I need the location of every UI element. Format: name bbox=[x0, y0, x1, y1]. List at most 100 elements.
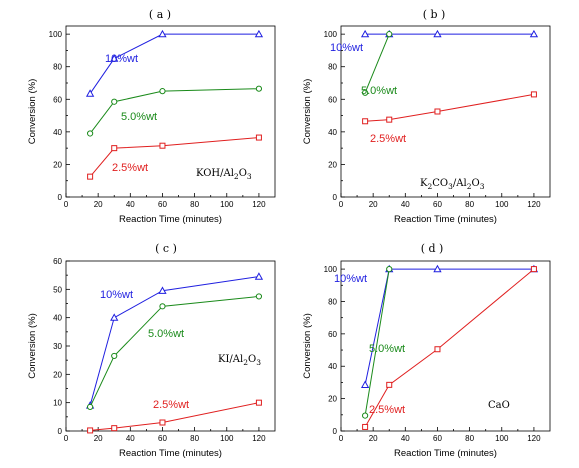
y-tick-label: 80 bbox=[328, 63, 337, 72]
y-tick-label: 0 bbox=[58, 193, 63, 202]
data-point bbox=[159, 142, 166, 149]
data-point bbox=[362, 423, 369, 430]
series-label: 10%wt bbox=[100, 289, 133, 301]
x-tick-label: 20 bbox=[94, 434, 103, 443]
series-label: 5.0%wt bbox=[369, 343, 405, 355]
y-tick-label: 40 bbox=[328, 362, 337, 371]
y-tick-label: 20 bbox=[328, 160, 337, 169]
y-tick-label: 80 bbox=[53, 63, 62, 72]
y-tick-label: 20 bbox=[53, 160, 62, 169]
data-point bbox=[434, 108, 441, 115]
data-point bbox=[87, 427, 94, 434]
y-tick-label: 80 bbox=[328, 297, 337, 306]
x-tick-label: 100 bbox=[220, 200, 234, 209]
series-line bbox=[364, 268, 534, 385]
data-point bbox=[111, 352, 118, 360]
y-tick-label: 50 bbox=[53, 285, 62, 294]
plot-frame bbox=[65, 25, 276, 198]
series-line bbox=[89, 88, 259, 134]
data-point bbox=[158, 29, 167, 38]
data-point bbox=[159, 419, 166, 426]
y-tick-label: 0 bbox=[333, 427, 338, 436]
y-tick-label: 40 bbox=[53, 314, 62, 323]
x-tick-label: 60 bbox=[158, 434, 167, 443]
y-tick-label: 60 bbox=[53, 257, 62, 266]
data-point bbox=[530, 266, 537, 273]
x-tick-label: 0 bbox=[64, 200, 69, 209]
x-axis-title: Reaction Time (minutes) bbox=[394, 448, 497, 459]
x-axis-title: Reaction Time (minutes) bbox=[119, 448, 222, 459]
data-point bbox=[159, 303, 166, 310]
x-tick-label: 80 bbox=[190, 200, 199, 209]
x-tick-label: 120 bbox=[527, 434, 541, 443]
data-point bbox=[255, 399, 262, 406]
x-tick-label: 40 bbox=[126, 200, 135, 209]
x-tick-label: 40 bbox=[401, 200, 410, 209]
chart-panel: ( d ) 0 20 40 60 80 100 120 0 20 40 60 80 100 Reaction… bbox=[302, 242, 551, 459]
y-tick-label: 10 bbox=[53, 399, 62, 408]
data-point bbox=[111, 98, 118, 105]
x-tick-label: 0 bbox=[339, 434, 344, 443]
series-label: 2.5%wt bbox=[153, 399, 189, 411]
series-line bbox=[364, 269, 390, 416]
series-label: 10%wt bbox=[334, 273, 367, 285]
y-tick-label: 40 bbox=[53, 128, 62, 137]
y-tick-label: 0 bbox=[333, 193, 338, 202]
y-tick-label: 20 bbox=[53, 370, 62, 379]
data-point bbox=[386, 116, 393, 123]
data-point bbox=[360, 29, 370, 38]
data-point bbox=[110, 54, 119, 62]
x-tick-label: 120 bbox=[252, 200, 266, 209]
series-label: 2.5%wt bbox=[369, 404, 405, 416]
y-axis-title: Conversion (%) bbox=[302, 313, 313, 378]
series-label: 5.0%wt bbox=[121, 111, 157, 123]
y-tick-label: 60 bbox=[53, 95, 62, 104]
data-point bbox=[111, 425, 118, 432]
series-label: 10%wt bbox=[105, 53, 138, 65]
y-tick-label: 100 bbox=[49, 30, 63, 39]
plot-frame bbox=[340, 25, 551, 198]
x-tick-label: 20 bbox=[369, 200, 378, 209]
data-point bbox=[110, 313, 119, 321]
x-tick-label: 100 bbox=[495, 434, 509, 443]
data-point bbox=[158, 286, 167, 294]
data-point bbox=[159, 88, 166, 95]
data-point bbox=[362, 118, 369, 125]
series-line bbox=[90, 402, 260, 431]
x-tick-label: 80 bbox=[465, 434, 474, 443]
x-axis-title: Reaction Time (minutes) bbox=[394, 214, 497, 225]
data-point bbox=[254, 29, 264, 38]
data-point bbox=[87, 130, 94, 137]
data-point bbox=[360, 380, 370, 388]
y-tick-label: 40 bbox=[328, 128, 337, 137]
y-tick-label: 60 bbox=[328, 95, 337, 104]
series-label: 2.5%wt bbox=[370, 133, 406, 145]
x-tick-label: 60 bbox=[433, 434, 442, 443]
data-point bbox=[362, 89, 369, 96]
y-axis-title: Conversion (%) bbox=[302, 79, 313, 144]
x-tick-label: 100 bbox=[495, 200, 509, 209]
data-point bbox=[255, 293, 263, 300]
series-label: 10%wt bbox=[330, 42, 363, 54]
x-tick-label: 120 bbox=[252, 434, 266, 443]
series-line bbox=[364, 33, 390, 93]
x-tick-label: 80 bbox=[465, 200, 474, 209]
data-point bbox=[85, 89, 95, 97]
x-tick-label: 0 bbox=[339, 200, 344, 209]
plot-frame bbox=[340, 260, 551, 432]
x-tick-label: 20 bbox=[94, 200, 103, 209]
y-axis-title: Conversion (%) bbox=[27, 79, 38, 144]
series-line bbox=[89, 33, 259, 94]
data-point bbox=[255, 85, 263, 92]
x-tick-label: 100 bbox=[220, 434, 234, 443]
series-label: 5.0%wt bbox=[148, 328, 184, 340]
data-point bbox=[433, 264, 442, 273]
x-tick-label: 120 bbox=[527, 200, 541, 209]
data-point bbox=[111, 145, 118, 152]
series-line bbox=[89, 137, 259, 177]
data-point bbox=[433, 29, 442, 38]
y-tick-label: 0 bbox=[58, 427, 63, 436]
data-point bbox=[386, 31, 393, 38]
y-tick-label: 30 bbox=[53, 342, 62, 351]
y-tick-label: 100 bbox=[324, 30, 338, 39]
